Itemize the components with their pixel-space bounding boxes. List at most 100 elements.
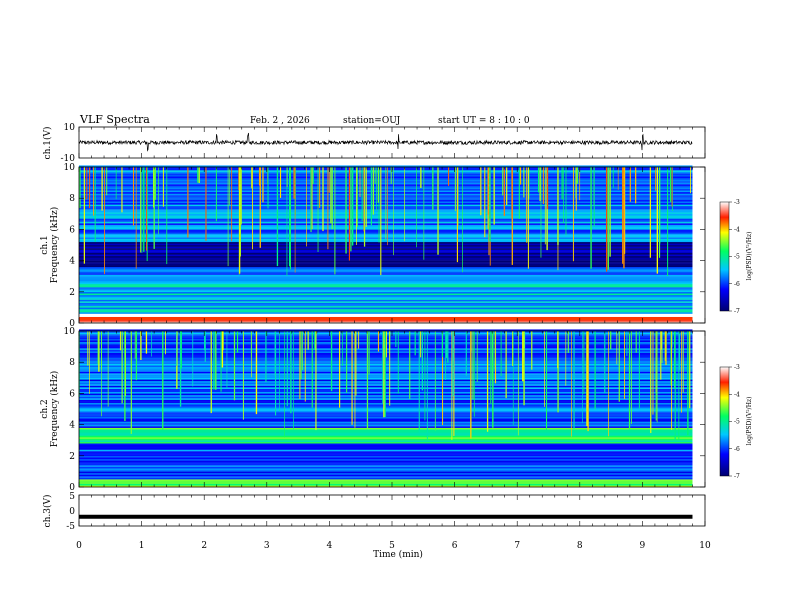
spectrogram-band-cell [79,252,693,255]
freq-tick-label: 8 [69,194,75,204]
spectrogram-band-cell [79,288,693,291]
colorbar-tick-label: -3 [734,199,740,206]
ch1-waveform-panel: 10 -10 ch.1(V) [42,123,706,164]
ch2-spectrogram-heatmap [78,329,705,488]
spectrogram-band-cell [79,462,693,464]
spectrogram-band-cell [79,251,693,253]
spectrogram-band-cell [79,472,693,475]
time-tick-label: 5 [389,541,395,551]
time-tick-label: 2 [201,541,207,551]
freq-tick-label: 0 [69,483,75,493]
spectrogram-band-cell [79,440,693,442]
spectrogram-band-cell [79,476,693,478]
spectrogram-band-cell [79,452,693,455]
spectrogram-band-cell [79,426,693,428]
spectrogram-band-cell [79,466,693,469]
freq-tick-label: 2 [69,288,75,298]
spectrogram-band-cell [79,416,693,419]
ch2-spectrogram-panel: 0 2 4 6 8 10 ch.2 Frequency (kHz) [40,327,706,493]
spectrogram-band-cell [79,290,693,292]
station-label: station=OUJ [343,116,401,126]
spectrogram-band-cell [79,296,693,299]
spectrogram-band-cell [79,477,693,480]
spectrogram-band-cell [79,249,693,252]
ch1-ytick-bottom: -10 [61,154,76,164]
colorbar-tick-label: -7 [734,308,740,315]
spectrogram-band-cell [79,449,693,452]
spectrogram-band-cell [79,418,693,421]
start-time-label: start UT = 8 : 10 : 0 [438,116,530,126]
spectrogram-band-cell [79,474,693,477]
spectrogram-band-cell [79,444,693,447]
ch1-spec-ylabel-ch: ch.1 [40,235,50,254]
spectrogram-band-cell [79,421,693,424]
time-tick-label: 3 [264,541,270,551]
spectrogram-band-cell [79,318,693,321]
ch1-waveform-line [78,132,693,152]
ch1-xticks [78,127,706,158]
spectrogram-band-cell [79,268,693,271]
time-tick-label: 10 [699,541,711,551]
time-tick-label: 4 [327,541,333,551]
spectrogram-band-cell [79,433,693,436]
ch2-colorbar: -3 -4 -5 -6 -7 log(PSD)(V²/Hz) [719,364,753,480]
ch3-ytick-top: 5 [69,492,75,502]
colorbar-tick-label: -5 [734,419,740,426]
spectrogram-band-cell [79,419,693,422]
spectrogram-band-cell [79,284,693,286]
spectrogram-band-cell [79,305,693,308]
ch3-ytick-bottom: -5 [66,522,75,532]
spectrogram-band-cell [79,293,693,296]
spectrogram-band-cell [79,308,693,311]
spectrogram-band-cell [79,238,693,241]
spectrogram-band-cell [79,259,693,261]
spectrogram-band-cell [79,455,693,458]
spectrogram-band-cell [79,298,693,300]
spectrogram-band-cell [79,254,693,257]
spectrogram-band-cell [79,243,693,246]
spectrogram-band-cell [79,282,693,285]
spectrogram-band-cell [79,274,693,277]
spectrogram-band-cell [79,263,693,266]
colorbar-tick-label: -6 [734,446,740,453]
spectrogram-band-cell [79,315,693,317]
spectrogram-band-cell [79,471,693,474]
spectrogram-band-cell [79,271,693,274]
ch2-spectrogram-ytick-labels: 0 2 4 6 8 10 [64,327,76,493]
colorbar-tick-label: -6 [734,281,740,288]
time-axis-label: Time (min) [373,549,423,560]
spectrogram-band-cell [79,302,693,305]
date-label: Feb. 2 , 2026 [250,116,310,126]
ch2-colorbar-label: log(PSD)(V²/Hz) [746,397,753,446]
spectrogram-band-cell [79,304,693,307]
colorbar-tick-label: -7 [734,473,740,480]
spectrogram-band-cell [79,287,693,289]
time-tick-label: 0 [76,541,82,551]
time-tick-label: 7 [514,541,520,551]
spectrogram-band-cell [79,321,693,324]
spectrogram-band-cell [79,424,693,427]
spectrogram-band-cell [79,454,693,456]
spectrogram-band-cell [79,316,693,319]
spectrogram-band-cell [79,312,693,314]
colorbar-tick-label: -3 [734,364,740,371]
freq-tick-label: 2 [69,452,75,462]
colorbar-tick-label: -4 [734,391,740,398]
time-axis-tick-labels: 0 1 2 3 4 5 6 7 8 9 10 [76,541,711,551]
freq-tick-label: 6 [69,225,75,235]
spectrogram-band-cell [79,265,693,268]
spectrogram-band-cell [79,429,693,432]
spectrogram-band-cell [79,257,693,260]
spectrogram-band-cell [79,482,693,485]
spectrogram-band-cell [79,307,693,310]
spectrogram-band-cell [79,480,693,483]
ch1-spec-ylabel-freq: Frequency (kHz) [49,207,60,284]
spectrogram-band-cell [79,430,693,433]
ch1-spectrogram-panel: 0 2 4 6 8 10 ch.1 Frequency (kHz) [40,163,706,329]
freq-tick-label: 8 [69,358,75,368]
ch1-colorbar-label: log(PSD)(V²/Hz) [746,232,753,281]
time-tick-label: 9 [640,541,646,551]
figure-title: VLF Spectra [79,113,150,126]
freq-tick-label: 10 [64,327,76,337]
spectrogram-band-cell [79,313,693,316]
